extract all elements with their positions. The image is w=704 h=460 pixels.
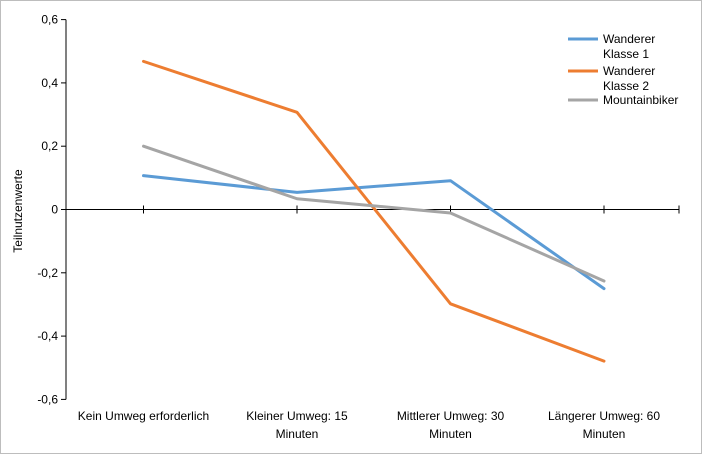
y-tick-label: 0,4	[41, 76, 58, 90]
legend-label-line: Klasse 1	[603, 47, 649, 61]
legend-label-line: Wanderer	[603, 64, 655, 78]
x-category-label-line: Kleiner Umweg: 15	[246, 409, 348, 423]
legend-label-line: Klasse 2	[603, 79, 649, 93]
x-category-label: Längerer Umweg: 60 Minuten	[548, 409, 660, 441]
x-category-label-line: Mittlerer Umweg: 30	[397, 409, 505, 423]
y-axis-title: Teilnutzenwerte	[11, 169, 25, 253]
y-tick-label: -0,2	[37, 266, 58, 280]
y-tick-label: 0	[51, 203, 58, 217]
legend-label: Mountainbiker	[603, 93, 678, 107]
y-tick-label: -0,4	[37, 329, 58, 343]
y-tick-label: 0,6	[41, 13, 58, 27]
series-line-3	[144, 146, 605, 281]
legend-label-line: Mountainbiker	[603, 93, 678, 107]
x-category-label-line: Minuten	[429, 427, 472, 441]
y-tick-label: -0,6	[37, 392, 58, 406]
x-category-label-line: Längerer Umweg: 60	[548, 409, 660, 423]
legend-label-line: Wanderer	[603, 32, 655, 46]
series-line-1	[144, 176, 605, 289]
x-category-label: Mittlerer Umweg: 30 Minuten	[397, 409, 505, 441]
x-category-label-line: Minuten	[583, 427, 626, 441]
x-category-label: Kleiner Umweg: 15 Minuten	[246, 409, 348, 441]
x-category-label: Kein Umweg erforderlich	[78, 409, 209, 423]
x-category-label-line: Minuten	[276, 427, 319, 441]
series-line-2	[144, 61, 605, 361]
series-lines	[143, 61, 604, 361]
x-category-label-line: Kein Umweg erforderlich	[78, 409, 209, 423]
y-tick-label: 0,2	[41, 139, 58, 153]
